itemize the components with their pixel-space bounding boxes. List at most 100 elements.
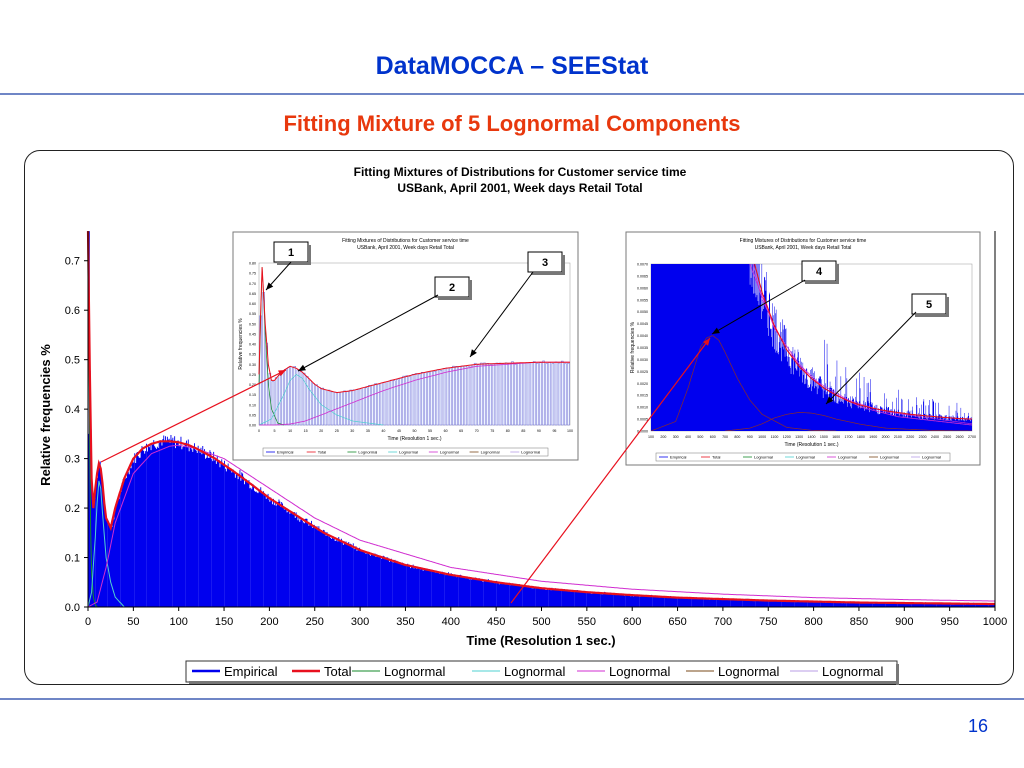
main-x-tick-label: 900 [895,616,913,628]
footer-divider [0,698,1024,700]
inset-y-tick-label: 0.25 [249,373,256,377]
slide-title: DataMOCCA – SEEStat [375,52,649,80]
inset-empirical-bar [402,375,405,426]
inset-x-tick-label: 2000 [882,435,890,439]
inset-x-tick-label: 1100 [771,435,779,439]
inset-empirical-bar [511,361,514,426]
inset-empirical-bar [452,365,455,426]
main-y-tick-label: 0.1 [65,553,80,565]
inset-x-tick-label: 200 [660,435,666,439]
annotation-label: 3 [542,257,548,269]
inset-empirical-bar [427,371,430,426]
inset-total-curve [258,267,570,394]
main-x-tick-label: 1000 [983,616,1007,628]
inset-empirical-bar [371,384,374,426]
annotation-box-shadow [562,255,565,275]
inset-x-tick-label: 50 [413,429,417,433]
inset-empirical-bar [455,366,458,426]
inset-legend-label: Lognormal [922,455,941,460]
main-y-tick-label: 0.7 [65,256,80,268]
annotation-arrow-3-head [470,349,477,357]
main-x-tick-label: 600 [623,616,641,628]
legend-label: Lognormal [384,664,446,679]
link-arrow-inset2-head [703,338,710,346]
inset-y-tick-label: 0.15 [249,393,256,397]
main-x-tick-label: 850 [850,616,868,628]
inset-x-tick-label: 45 [397,429,401,433]
inset-empirical-bar [330,391,334,426]
inset-legend-label: Lognormal [440,450,459,455]
inset-empirical-bar [396,379,399,426]
inset-empirical-bar [309,380,312,426]
main-x-tick-label: 300 [351,616,369,628]
inset-empirical-bar [293,366,297,426]
inset-plot-area [258,262,571,426]
inset-x-tick-label: 40 [381,429,385,433]
inset-legend-label: Lognormal [399,450,418,455]
annotation-box-shadow [915,314,949,317]
inset-x-tick-label: 300 [673,435,679,439]
inset-empirical-bar [333,391,337,426]
inset-empirical-bar [305,376,309,426]
link-arrow-inset1-head [278,370,286,377]
annotation-box-shadow [531,272,565,275]
annotation-box-shadow [946,297,949,317]
main-chart-subtitle: USBank, April 2001, Week days Retail Tot… [397,181,642,195]
inset-empirical-bar [430,371,433,426]
lognormal-component-curve [87,480,125,608]
main-legend: Empirical Total Lognormal Lognormal Lognorma… [185,660,899,685]
inset-x-tick-label: 2400 [931,435,939,439]
inset-x-tick-label: 1200 [783,435,791,439]
inset-empirical-bar [564,363,567,426]
inset-y-tick-label: 0.0005 [637,418,648,422]
inset-empirical-bar [374,383,377,426]
inset-empirical-bar [532,361,536,426]
inset-legend-label: Lognormal [481,450,500,455]
fitted-curves [86,231,996,608]
main-x-tick-label: 0 [85,616,91,628]
inset-y-tick-label: 0.05 [249,413,256,417]
inset-empirical-bar [542,360,545,426]
inset-x-tick-label: 85 [521,429,525,433]
inset-x-tick-label: 70 [475,429,479,433]
inset-empirical-bar [340,391,343,426]
inset-empirical-bar [464,365,468,426]
inset-title: Fitting Mixtures of Distributions for Cu… [740,238,867,244]
inset-empirical-bar [445,367,449,426]
inset-empirical-bar [380,382,384,426]
inset-y-axis-label: Relative frequencies % [238,318,244,370]
inset-y-tick-label: 0.30 [249,363,256,367]
annotation-label: 2 [449,282,455,294]
annotation-arrow-5-head [826,396,834,404]
main-x-tick-label: 950 [940,616,958,628]
inset-x-axis-label: Time (Resolution 1 sec.) [785,442,839,448]
main-x-tick-label: 550 [578,616,596,628]
annotation-box-shadow [308,245,311,265]
inset-empirical-bar [393,380,396,426]
main-x-tick-label: 350 [396,616,414,628]
inset-subtitle: USBank, April 2001, Week days Retail Tot… [755,245,852,251]
inset-empirical-bar [377,384,380,426]
inset-empirical-bar [508,362,511,426]
inset-legend-label: Lognormal [838,455,857,460]
inset-empirical-bar [436,369,440,426]
annotation-arrow-5 [825,311,917,405]
inset-x-tick-label: 400 [685,435,691,439]
annotation-box-shadow [277,262,311,265]
inset-empirical-bar [271,381,275,426]
inset-y-tick-label: 0.0055 [637,298,648,302]
inset-x-tick-label: 2700 [968,435,976,439]
inset-x-tick-label: 800 [734,435,740,439]
inset-total-curve [754,264,972,420]
legend-label: Empirical [224,664,278,679]
inset-empirical-bar [539,362,542,426]
inset-x-tick-label: 60 [444,429,448,433]
inset-empirical-bar [433,370,436,426]
main-y-tick-label: 0.4 [65,404,80,416]
inset-empirical-bar [458,366,461,426]
legend-label: Lognormal [609,664,671,679]
inset-y-tick-label: 0.75 [249,272,256,276]
inset-empirical-bar [355,389,359,426]
inset-empirical-bar [277,374,281,426]
main-y-axis-label: Relative frequencies % [38,344,53,486]
